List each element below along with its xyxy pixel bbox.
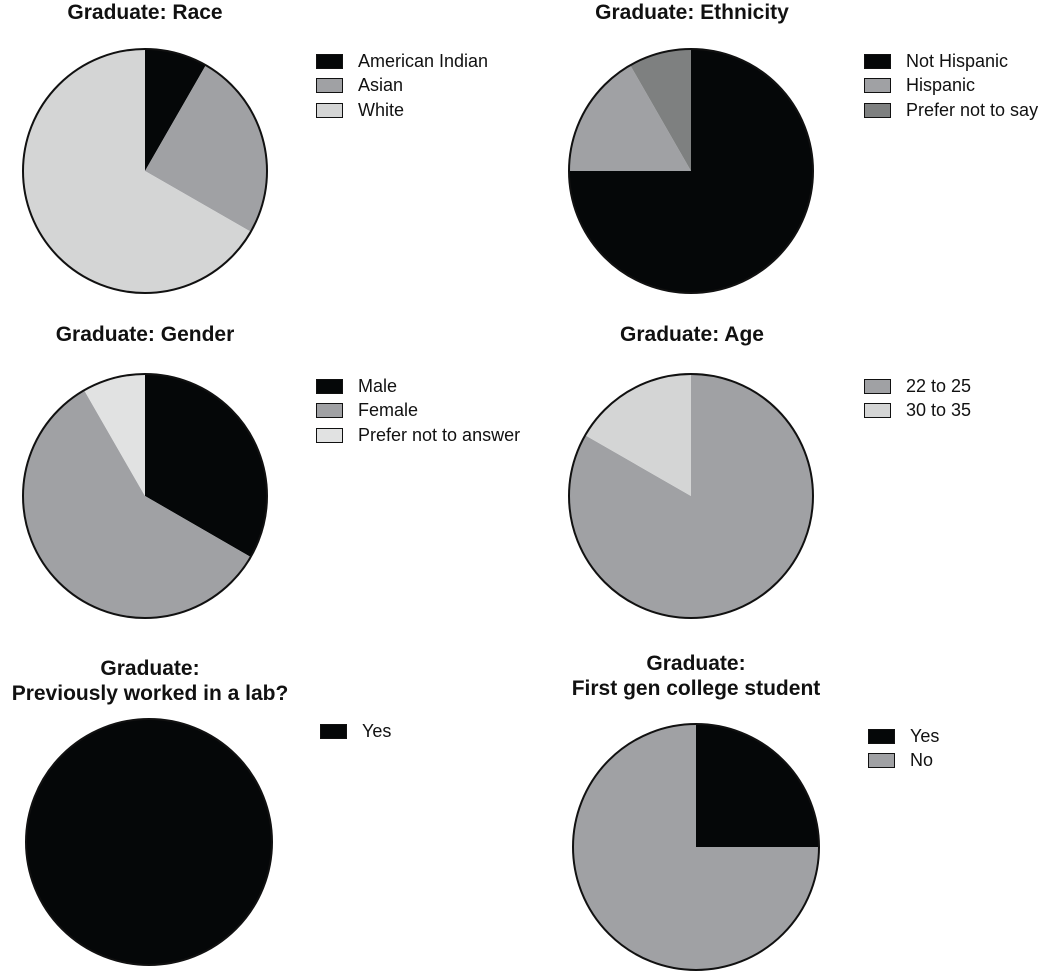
legend-swatch — [868, 753, 895, 769]
pie — [22, 48, 268, 294]
pie-slice — [22, 49, 251, 293]
legend-label: No — [910, 750, 934, 771]
legend-swatch — [320, 723, 347, 739]
legend-item: Female — [316, 399, 520, 424]
pie — [22, 373, 268, 619]
legend-label: 22 to 25 — [906, 375, 972, 396]
legend: Yes — [320, 719, 391, 744]
chart-title: Graduate: Previously worked in a lab? — [12, 656, 289, 706]
legend-label: Male — [358, 375, 398, 396]
legend-label: Hispanic — [906, 75, 976, 96]
legend: Yes No — [868, 724, 939, 773]
legend-item: Not Hispanic — [864, 49, 1038, 74]
legend-item: Prefer not to say — [864, 98, 1038, 123]
legend-label: Asian — [358, 75, 404, 96]
legend-label: White — [358, 99, 405, 120]
legend-swatch — [864, 53, 891, 69]
legend: American Indian Asian White — [316, 49, 488, 123]
pie-slice — [84, 374, 145, 496]
legend-item: American Indian — [316, 49, 488, 74]
legend-item: Hispanic — [864, 74, 1038, 99]
legend-swatch — [868, 728, 895, 744]
legend-item: Yes — [868, 724, 939, 749]
pie-slice — [145, 65, 267, 232]
pie — [25, 718, 273, 966]
legend: Not Hispanic Hispanic Prefer not to say — [864, 49, 1038, 123]
chart-title-line: First gen college student — [571, 677, 821, 700]
legend-swatch — [316, 78, 343, 94]
chart-title-line: Graduate: — [646, 652, 746, 675]
chart-title: Graduate: Ethnicity — [595, 0, 789, 25]
pie-outline — [22, 373, 268, 619]
chart-title-line: Previously worked in a lab? — [11, 682, 289, 705]
pie-slice — [630, 49, 691, 171]
pie-slice — [145, 374, 267, 557]
pie — [568, 373, 814, 619]
chart-title: Graduate: Gender — [56, 322, 235, 347]
legend-item: White — [316, 98, 488, 123]
legend-label: Yes — [910, 725, 940, 746]
pie-outline — [22, 48, 268, 294]
legend-item: Asian — [316, 74, 488, 99]
pie-outline — [572, 723, 820, 971]
pie-slice — [696, 724, 819, 847]
chart-title-line: Graduate: — [100, 657, 200, 680]
chart-title: Graduate: Race — [67, 0, 222, 25]
pie-slice — [145, 49, 206, 171]
legend-swatch — [864, 378, 891, 394]
legend-item: 22 to 25 — [864, 374, 971, 399]
legend-item: 30 to 35 — [864, 399, 971, 424]
legend-label: Prefer not to answer — [358, 424, 521, 445]
legend-item: No — [868, 749, 939, 774]
pie — [572, 723, 820, 971]
legend-label: Yes — [362, 720, 392, 741]
legend-swatch — [316, 427, 343, 443]
chart-title-line: Graduate: Gender — [55, 323, 235, 346]
pie — [568, 48, 814, 294]
legend-swatch — [316, 53, 343, 69]
pie-slice — [22, 390, 251, 618]
legend-label: Not Hispanic — [906, 50, 1009, 71]
pie-outline — [568, 48, 814, 294]
chart-title-line: Graduate: Age — [620, 323, 764, 346]
legend: Male Female Prefer not to answer — [316, 374, 520, 448]
pie-outline — [25, 718, 273, 966]
legend-swatch — [864, 78, 891, 94]
legend-swatch — [316, 102, 343, 118]
legend-item: Prefer not to answer — [316, 423, 520, 448]
legend-label: Prefer not to say — [906, 99, 1039, 120]
chart-title-line: Graduate: Race — [67, 1, 223, 24]
pie-outline — [568, 373, 814, 619]
legend-label: 30 to 35 — [906, 400, 972, 421]
legend: 22 to 25 30 to 35 — [864, 374, 971, 423]
pie-slice — [573, 724, 819, 970]
legend-item: Yes — [320, 719, 391, 744]
legend-swatch — [316, 378, 343, 394]
legend-swatch — [864, 102, 891, 118]
legend-swatch — [864, 403, 891, 419]
pie-slice — [26, 719, 272, 965]
legend-swatch — [316, 403, 343, 419]
legend-item: Male — [316, 374, 520, 399]
legend-label: Female — [358, 400, 419, 421]
legend-label: American Indian — [358, 50, 489, 71]
chart-title-line: Graduate: Ethnicity — [595, 1, 789, 24]
chart-title: Graduate: First gen college student — [572, 651, 821, 701]
chart-title: Graduate: Age — [620, 322, 764, 347]
